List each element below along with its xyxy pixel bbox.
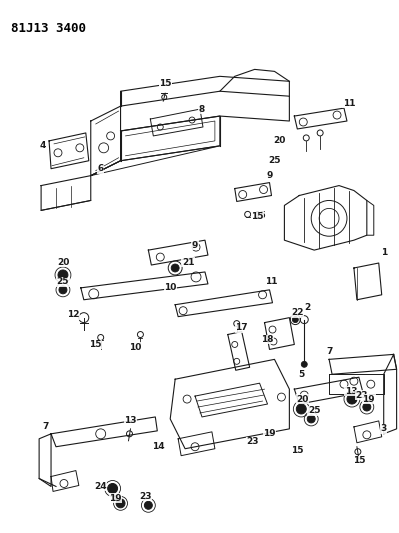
Circle shape <box>144 502 152 510</box>
Text: 6: 6 <box>98 164 104 173</box>
Circle shape <box>296 404 306 414</box>
Text: 15: 15 <box>291 446 304 455</box>
Text: 2: 2 <box>304 303 310 312</box>
Text: 21: 21 <box>182 257 194 266</box>
Circle shape <box>108 483 118 494</box>
Text: 19: 19 <box>109 494 122 503</box>
Text: 15: 15 <box>251 212 264 221</box>
Circle shape <box>58 270 68 280</box>
Text: 11: 11 <box>265 277 278 286</box>
Text: 24: 24 <box>95 482 107 491</box>
Text: 8: 8 <box>199 104 205 114</box>
Text: 20: 20 <box>273 136 286 146</box>
Text: 13: 13 <box>124 416 137 425</box>
Circle shape <box>363 403 371 411</box>
Text: 25: 25 <box>268 156 281 165</box>
Text: 20: 20 <box>296 394 308 403</box>
Text: 15: 15 <box>159 79 172 88</box>
Text: 20: 20 <box>57 257 69 266</box>
Text: 25: 25 <box>308 407 320 416</box>
Circle shape <box>347 394 357 404</box>
Text: 23: 23 <box>139 492 152 501</box>
Circle shape <box>301 361 307 367</box>
Text: 15: 15 <box>159 79 171 88</box>
Text: 19: 19 <box>363 394 375 403</box>
Text: 15: 15 <box>353 456 365 465</box>
Text: 22: 22 <box>291 308 304 317</box>
Text: 18: 18 <box>261 335 274 344</box>
Text: 9: 9 <box>266 171 273 180</box>
Text: 7: 7 <box>326 347 332 356</box>
Text: 14: 14 <box>152 442 165 451</box>
Text: 25: 25 <box>57 277 69 286</box>
Circle shape <box>307 415 315 423</box>
Text: 17: 17 <box>235 323 248 332</box>
Circle shape <box>59 286 67 294</box>
Text: 19: 19 <box>263 429 276 438</box>
Text: 13: 13 <box>345 386 357 395</box>
Text: 15: 15 <box>254 211 265 220</box>
Text: 23: 23 <box>356 391 368 400</box>
Text: 12: 12 <box>67 310 79 319</box>
Text: 10: 10 <box>164 284 176 292</box>
Text: 5: 5 <box>298 370 304 379</box>
Circle shape <box>171 264 179 272</box>
Text: 11: 11 <box>343 99 355 108</box>
Circle shape <box>292 317 298 322</box>
Text: 3: 3 <box>381 424 387 433</box>
Text: 7: 7 <box>42 422 48 431</box>
Text: 10: 10 <box>129 343 142 352</box>
Text: 23: 23 <box>246 437 259 446</box>
Text: 15: 15 <box>89 340 102 349</box>
Circle shape <box>116 499 125 508</box>
Text: 1: 1 <box>381 248 387 256</box>
Text: 4: 4 <box>40 141 46 150</box>
Text: 81J13 3400: 81J13 3400 <box>11 22 86 35</box>
Text: 9: 9 <box>192 241 198 249</box>
